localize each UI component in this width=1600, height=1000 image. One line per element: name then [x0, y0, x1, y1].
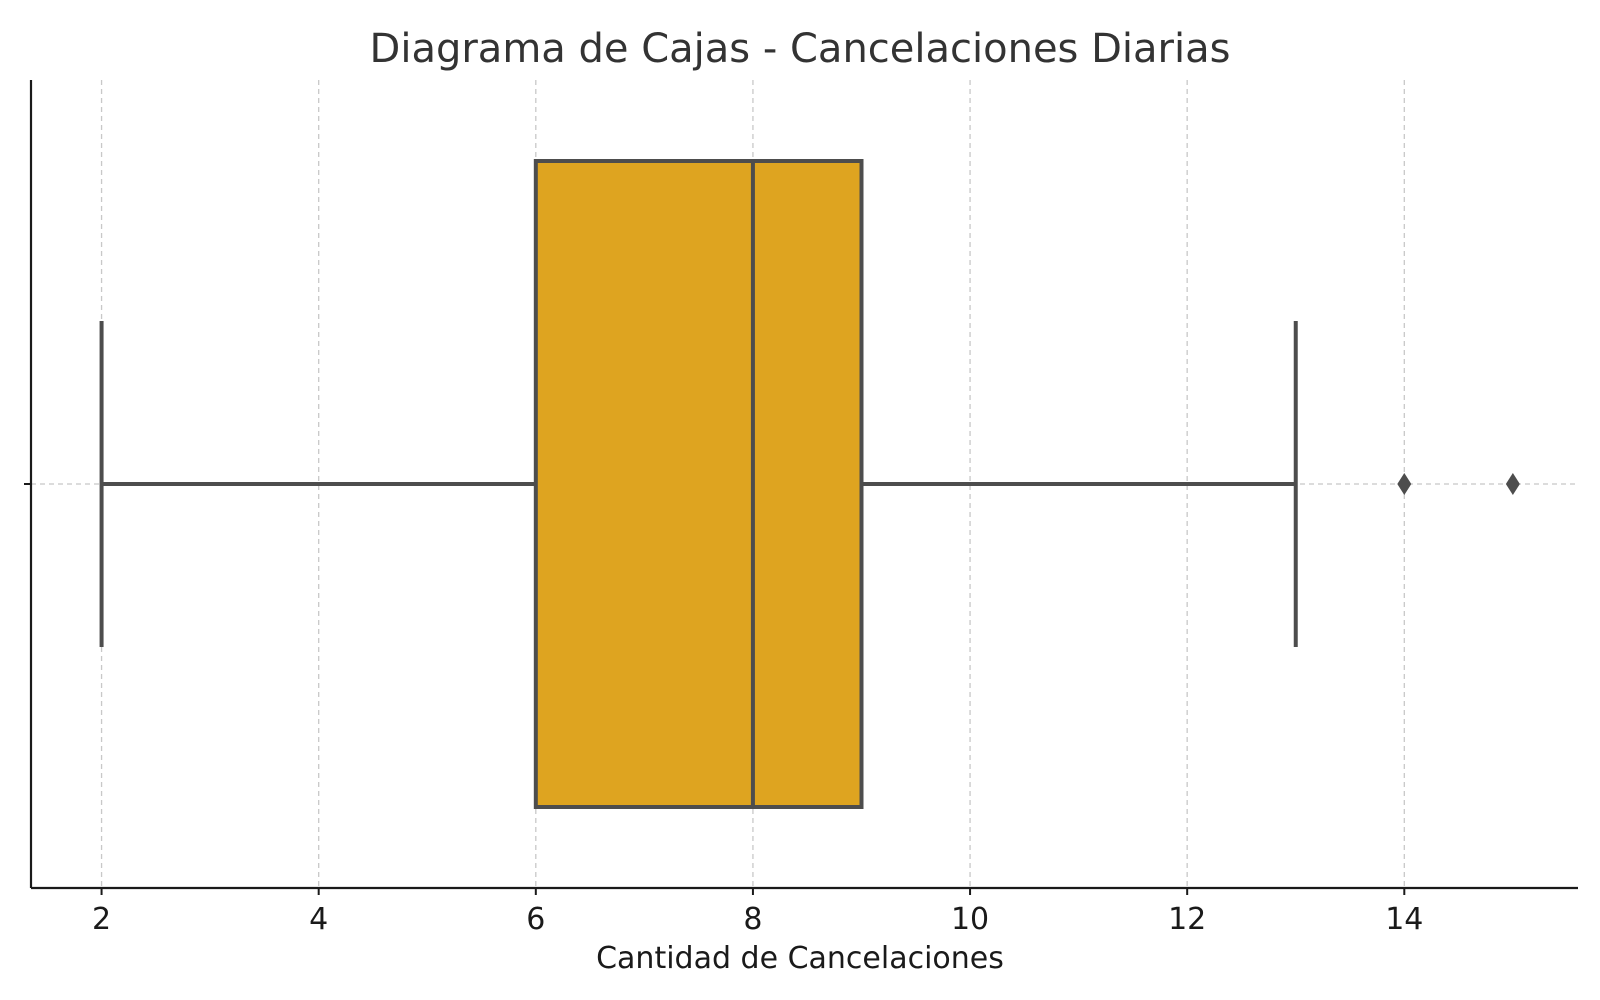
- x-tick-label-14: 14: [1385, 902, 1423, 937]
- chart-title: Diagrama de Cajas - Cancelaciones Diaria…: [370, 26, 1231, 72]
- outlier-point-14: [1397, 473, 1412, 495]
- x-tick-label-8: 8: [743, 902, 762, 937]
- box-layer: [99, 159, 1520, 809]
- x-axis-label: Cantidad de Cancelaciones: [596, 941, 1004, 976]
- ticks-layer: 2 4 6 8 10 12 14: [92, 888, 1423, 937]
- x-tick-label-10: 10: [951, 902, 989, 937]
- x-tick-label-2: 2: [92, 902, 111, 937]
- x-tick-label-4: 4: [309, 902, 328, 937]
- box-iqr: [533, 159, 864, 809]
- grid-layer: [31, 80, 1578, 888]
- outlier-point-15: [1505, 473, 1520, 495]
- x-tick-label-6: 6: [526, 902, 545, 937]
- axes-layer: [24, 80, 1578, 890]
- x-tick-label-12: 12: [1168, 902, 1206, 937]
